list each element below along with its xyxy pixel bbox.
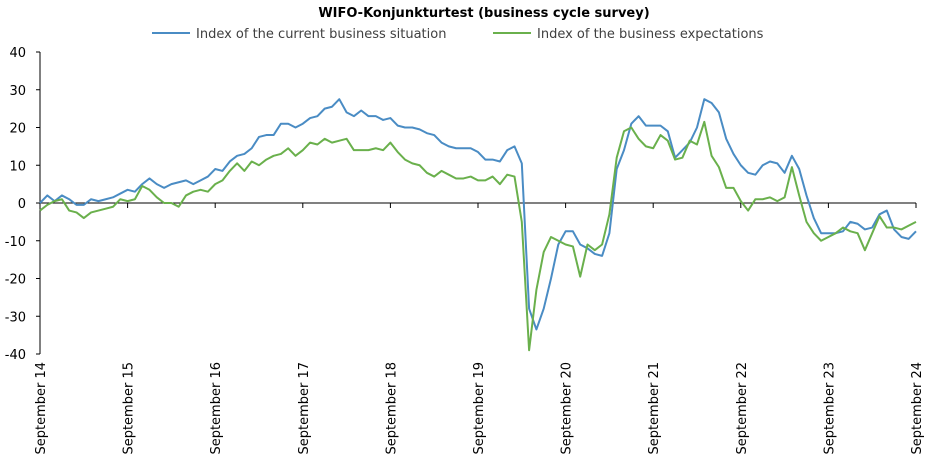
x-tick-label: September 17 <box>297 362 312 455</box>
y-tick-label: 0 <box>18 197 26 212</box>
series-lines <box>39 98 917 352</box>
x-tick-label: September 20 <box>560 362 575 455</box>
y-tick-label: 20 <box>9 122 26 137</box>
y-tick-label: 30 <box>9 84 26 99</box>
x-tick-label: September 21 <box>647 362 662 455</box>
series-line-current <box>39 98 917 331</box>
chart-title: WIFO-Konjunkturtest (business cycle surv… <box>318 6 649 21</box>
x-tick-label: September 19 <box>472 362 487 455</box>
y-tick-label: -10 <box>5 235 26 250</box>
y-tick-label: -20 <box>5 273 26 288</box>
y-tick-label: -40 <box>5 348 26 363</box>
x-tick-label: September 15 <box>122 362 137 455</box>
legend: Index of the current business situation … <box>152 27 764 42</box>
x-axis: September 14 September 15 September 16 Sept… <box>34 202 925 455</box>
y-axis: -40 -30 -20 -10 0 10 20 30 40 <box>5 46 41 363</box>
x-tick-label: September 22 <box>735 362 750 455</box>
x-tick-label: September 18 <box>384 362 399 455</box>
x-tick-label: September 14 <box>34 362 49 455</box>
y-tick-label: 40 <box>9 46 26 61</box>
legend-label-current: Index of the current business situation <box>196 27 446 42</box>
series-line-expectations <box>39 120 917 352</box>
x-tick-label: September 23 <box>822 362 837 455</box>
legend-label-expectations: Index of the business expectations <box>537 27 764 42</box>
y-tick-label: 10 <box>9 159 26 174</box>
x-tick-label: September 24 <box>910 362 925 455</box>
x-tick-label: September 16 <box>209 362 224 455</box>
y-tick-label: -30 <box>5 310 26 325</box>
